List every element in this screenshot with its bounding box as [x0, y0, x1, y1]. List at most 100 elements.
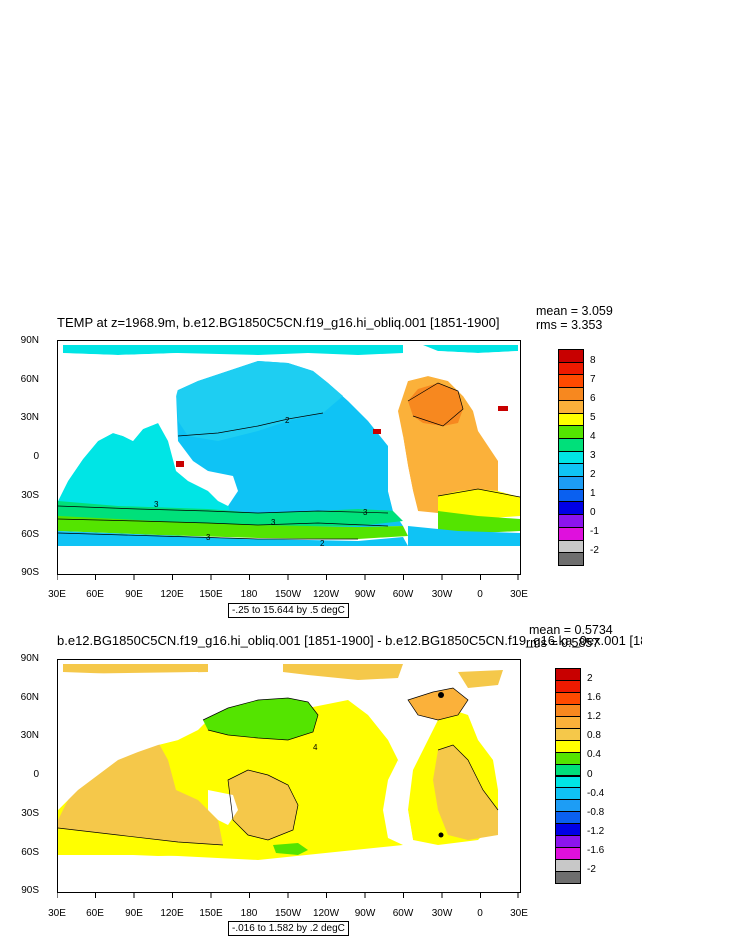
bottom-map-field: 4 [58, 660, 520, 892]
bottom-contour-label: 4 [313, 743, 318, 752]
top-colorbar-swatch [558, 526, 584, 541]
top-map: 2 3 3 3 3 2 [57, 340, 521, 575]
top-colorbar-label: 8 [590, 354, 596, 366]
bottom-lat-label: 60N [20, 692, 39, 703]
top-rms: rms = 3.353 [536, 318, 603, 332]
bottom-lon-label: 90W [354, 908, 376, 919]
top-colorbar-swatch [558, 374, 584, 389]
bottom-lon-label: 30E [510, 908, 528, 919]
bottom-lon-label: 30E [48, 908, 66, 919]
bottom-lat-label: 0 [33, 769, 39, 780]
top-colorbar-label: 6 [590, 392, 596, 404]
top-lat-label: 0 [33, 451, 39, 462]
top-colorbar-swatch [558, 488, 584, 503]
top-lat-label: 90S [21, 567, 39, 578]
top-colorbar-swatch [558, 387, 584, 401]
top-lat-label: 30S [21, 490, 39, 501]
top-colorbar-swatch [558, 399, 584, 414]
top-lat-label: 60S [21, 529, 39, 540]
top-lat-label: 90N [20, 335, 39, 346]
bottom-colorbar-label: 1.6 [587, 692, 601, 704]
top-map-field: 2 3 3 3 3 2 [58, 341, 520, 574]
bottom-lat-label: 30S [21, 808, 39, 819]
top-lon-label: 150W [274, 589, 302, 600]
top-contour-label: 3 [154, 500, 159, 509]
top-lon-label: 60W [392, 589, 414, 600]
bottom-colorbar-label: 0.8 [587, 730, 601, 742]
top-contour-label: 3 [206, 533, 211, 542]
bottom-x-ticks [57, 892, 519, 898]
top-lon-label: 90E [125, 589, 143, 600]
top-lon-label: 60E [86, 589, 104, 600]
bottom-colorbar-label: -2 [587, 864, 596, 876]
top-lon-label: 120W [312, 589, 340, 600]
top-lon-label: 30E [48, 589, 66, 600]
top-lon-label: 120E [160, 589, 184, 600]
top-contour-label: 2 [320, 539, 325, 548]
bottom-range-box: -.016 to 1.582 by .2 degC [228, 921, 349, 936]
bottom-lon-label: 60W [392, 908, 414, 919]
bottom-colorbar-label: 1.2 [587, 711, 601, 723]
bottom-lon-label: 150E [199, 908, 223, 919]
bottom-colorbar-label: -0.8 [587, 806, 605, 818]
bottom-lon-label: 120W [312, 908, 340, 919]
top-panel-title: TEMP at z=1968.9m, b.e12.BG1850C5CN.f19_… [57, 315, 500, 330]
top-colorbar-label: 1 [590, 488, 596, 500]
bottom-colorbar-swatch [555, 871, 581, 884]
top-colorbar-label: -1 [590, 526, 599, 538]
top-lat-label: 60N [20, 374, 39, 385]
top-contour-label: 3 [271, 518, 276, 527]
top-colorbar-swatch [558, 514, 584, 528]
top-lon-label: 30E [510, 589, 528, 600]
top-lat-label: 30N [20, 412, 39, 423]
bottom-colorbar-label: -0.4 [587, 787, 605, 799]
bottom-lon-label: 60E [86, 908, 104, 919]
bottom-lon-label: 150W [274, 908, 302, 919]
top-colorbar-label: -2 [590, 545, 599, 557]
top-colorbar-swatch [558, 476, 584, 490]
top-colorbar-swatch [558, 361, 584, 376]
top-colorbar-label: 3 [590, 450, 596, 461]
top-colorbar: 8 7 6 5 4 3 2 1 0 -1 -2 [558, 349, 628, 566]
bottom-lon-label: 90E [125, 908, 143, 919]
top-colorbar-swatch [558, 501, 584, 516]
top-x-ticks [57, 574, 519, 580]
top-colorbar-swatch [558, 539, 584, 554]
bottom-colorbar: 2 1.6 1.2 0.8 0.4 0 -0.4 -0.8 -1.2 -1.6 -2 [555, 668, 625, 884]
top-colorbar-label: 5 [590, 411, 596, 423]
bottom-colorbar-label: -1.2 [587, 825, 605, 837]
top-contour-label: 2 [285, 416, 290, 425]
top-colorbar-label: 7 [590, 373, 596, 385]
bottom-rms: rms = 0.5857 [526, 636, 600, 650]
bottom-mean: mean = 0.5734 [529, 623, 613, 637]
top-colorbar-swatch [558, 463, 584, 478]
top-colorbar-swatch [558, 450, 584, 465]
bottom-colorbar-label: 2 [587, 672, 593, 684]
top-lon-label: 90W [354, 589, 376, 600]
top-colorbar-swatch [558, 412, 584, 427]
bottom-colorbar-label: 0.4 [587, 749, 601, 761]
top-colorbar-swatch [558, 425, 584, 439]
top-colorbar-swatch [558, 437, 584, 452]
top-lon-label: 30W [431, 589, 453, 600]
top-mean: mean = 3.059 [536, 304, 613, 318]
top-colorbar-swatch [558, 349, 584, 363]
bottom-lon-label: 30W [431, 908, 453, 919]
top-lon-label: 150E [199, 589, 223, 600]
top-contour-label: 3 [363, 508, 368, 517]
bottom-colorbar-label: -1.6 [587, 844, 605, 856]
top-range-box: -.25 to 15.644 by .5 degC [228, 603, 349, 618]
bottom-lat-label: 90N [20, 653, 39, 664]
top-lon-label: 0 [477, 589, 483, 600]
bottom-colorbar-label: 0 [587, 768, 593, 780]
bottom-panel-title: b.e12.BG1850C5CN.f19_g16.hi_obliq.001 [1… [57, 633, 642, 648]
bottom-lon-label: 120E [160, 908, 184, 919]
top-colorbar-label: 2 [590, 469, 596, 481]
top-colorbar-label: 4 [590, 430, 596, 442]
bottom-map: 4 [57, 659, 521, 893]
bottom-lon-label: 180 [240, 908, 258, 919]
bottom-lat-label: 60S [21, 847, 39, 858]
top-colorbar-label: 0 [590, 507, 596, 519]
bottom-lon-label: 0 [477, 908, 483, 919]
bottom-lat-label: 30N [20, 730, 39, 741]
